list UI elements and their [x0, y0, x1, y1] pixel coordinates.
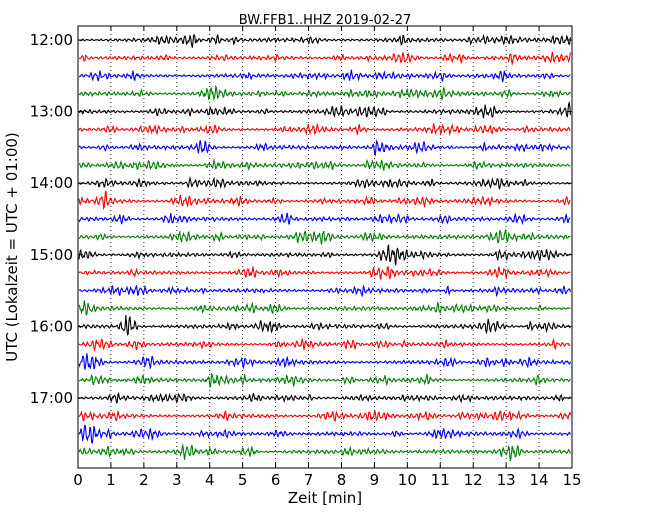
seismic-trace	[78, 139, 571, 156]
seismic-trace	[78, 122, 571, 137]
seismic-trace	[78, 315, 571, 336]
x-tick-label: 2	[139, 471, 149, 489]
x-tick-label: 15	[562, 471, 581, 489]
x-tick-label: 6	[271, 471, 281, 489]
seismic-trace	[78, 212, 571, 226]
y-tick-label: 12:00	[30, 31, 73, 49]
seismic-trace	[78, 265, 571, 282]
x-tick-label: 8	[337, 471, 347, 489]
seismic-trace	[78, 300, 571, 316]
seismic-trace	[78, 33, 571, 48]
plot-frame	[77, 25, 573, 469]
x-tick-label: 11	[431, 471, 450, 489]
seismic-trace	[79, 391, 571, 404]
seismic-trace	[78, 176, 571, 190]
x-tick-label: 13	[497, 471, 516, 489]
y-tick-label: 17:00	[30, 389, 73, 407]
seismic-trace	[78, 51, 571, 66]
x-tick-label: 4	[205, 471, 215, 489]
y-tick-label: 15:00	[30, 246, 73, 264]
seismic-trace	[78, 158, 571, 172]
seismic-trace	[78, 424, 571, 445]
x-tick-label: 5	[238, 471, 248, 489]
seismic-trace	[78, 443, 571, 462]
seismic-trace	[78, 100, 571, 119]
seismic-trace	[78, 284, 571, 298]
x-axis-title: Zeit [min]	[288, 489, 362, 507]
x-axis: 0 1 2 3 4 5 6 7 8 9 10 11 12 13 14 15	[73, 26, 582, 489]
seismic-trace	[78, 84, 571, 102]
seismic-trace	[79, 373, 571, 388]
seismic-trace	[78, 244, 571, 266]
grid-lines	[110, 26, 540, 468]
seismic-trace	[78, 228, 571, 245]
y-tick-label: 14:00	[30, 174, 73, 192]
seismic-trace	[78, 353, 571, 370]
x-tick-label: 0	[73, 471, 83, 489]
chart-title: BW.FFB1..HHZ 2019-02-27	[239, 13, 412, 28]
y-tick-label: 16:00	[30, 317, 73, 335]
seismic-trace	[78, 190, 571, 211]
x-tick-label: 10	[398, 471, 417, 489]
y-axis: 12:00 13:00 14:00 15:00 16:00 17:00	[30, 31, 572, 407]
x-tick-label: 9	[370, 471, 380, 489]
seismic-trace	[78, 337, 571, 353]
x-tick-label: 3	[172, 471, 182, 489]
seismic-traces	[78, 33, 571, 462]
seismic-trace	[78, 408, 571, 422]
x-tick-label: 12	[464, 471, 483, 489]
y-tick-label: 13:00	[30, 103, 73, 121]
y-axis-title: UTC (Lokalzeit = UTC + 01:00)	[3, 132, 21, 362]
x-tick-label: 7	[304, 471, 314, 489]
x-tick-label: 14	[530, 471, 549, 489]
x-tick-label: 1	[106, 471, 116, 489]
seismic-trace	[78, 69, 571, 83]
